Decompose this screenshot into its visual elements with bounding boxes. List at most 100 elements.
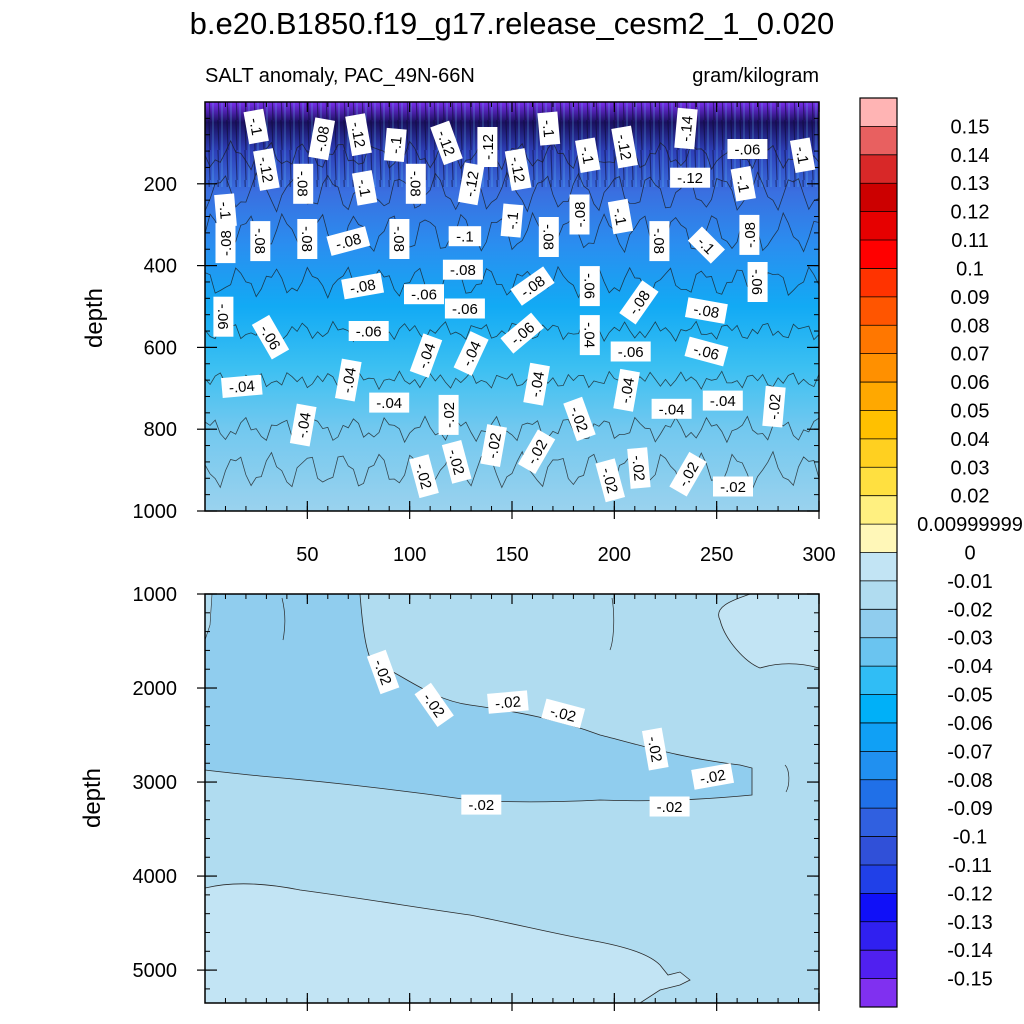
contour-label: -.06 [747,262,768,302]
colorbar-tick-label: 0.07 [951,344,990,366]
contour-label: -.1 [214,193,237,228]
svg-text:-.08: -.08 [349,276,377,297]
contour-label: -.06 [610,341,651,362]
contour-label: -.06 [579,266,600,307]
colorbar-swatch [860,751,897,781]
contour-label: -.08 [341,272,385,300]
contour-label: -.06 [213,296,234,337]
colorbar-tick-label: -0.09 [947,798,993,820]
colorbar-swatch [860,382,897,411]
contour-label: -.12 [670,167,711,188]
svg-text:-.06: -.06 [356,324,382,341]
svg-text:-.14: -.14 [677,115,696,142]
svg-text:-.02: -.02 [484,432,505,460]
colorbar-tick-label: -0.07 [947,741,993,763]
contour-label: -.06 [727,139,768,159]
svg-text:-.04: -.04 [659,401,685,418]
colorbar-swatch [860,779,897,809]
y-tick-label: 600 [144,337,177,359]
colorbar-swatch [860,722,897,752]
colorbar-swatch [860,353,897,383]
svg-text:-.1: -.1 [577,145,597,165]
contour-label: -.08 [308,117,336,161]
colorbar-tick-label: -0.1 [953,827,987,849]
colorbar-tick-label: 0.04 [951,429,990,451]
chart-title: b.e20.B1850.f19_g17.release_cesm2_1_0.02… [190,6,835,41]
contour-label: -.08 [649,221,670,262]
svg-text:-.08: -.08 [298,226,315,252]
y-tick-label: 1000 [133,501,178,523]
svg-text:-.04: -.04 [710,393,736,410]
contour-label: -.02 [438,394,459,435]
colorbar: 0.15 0.14 0.13 0.12 0.11 0.1 0.09 0.08 0.07 0.06 0… [859,97,1023,1008]
svg-text:-.02: -.02 [444,447,467,476]
colorbar-swatch [860,978,897,1008]
colorbar-tick-label: -0.14 [947,940,993,962]
svg-text:-.02: -.02 [494,694,521,713]
svg-text:-.04: -.04 [294,411,315,439]
colorbar-tick-label: 0.1 [956,258,984,280]
svg-text:-.06: -.06 [734,142,760,159]
contour-label: -.02 [713,476,753,497]
svg-text:-.08: -.08 [312,125,333,153]
colorbar-tick-label: -0.02 [947,599,993,621]
svg-text:-.1: -.1 [354,178,374,198]
contour-label: -.08 [538,217,559,257]
colorbar-swatch [860,438,897,468]
colorbar-swatch [860,864,897,894]
colorbar-tick-label: -0.13 [947,912,993,934]
svg-text:-.1: -.1 [732,174,752,194]
colorbar-tick-label: -0.11 [948,855,992,877]
svg-text:-.1: -.1 [245,117,265,137]
colorbar-swatch [860,98,897,127]
svg-text:-.02: -.02 [644,735,665,763]
colorbar-swatch [860,126,897,156]
contour-label: -.08 [389,219,410,259]
colorbar-tick-label: 0.05 [951,400,990,422]
lower-plot: 1000 2000 3000 4000 5000 -.02 -.02 -.02 -.02 -.0… [133,584,820,1011]
contour-label: -.12 [253,148,280,191]
contour-label: -.06 [444,298,485,319]
contour-label: -.08 [293,163,314,204]
colorbar-tick-label: -0.01 [947,571,993,593]
svg-text:-.04: -.04 [527,370,548,398]
contour-label: -.04 [289,403,317,447]
y-tick-label: 800 [144,419,177,441]
colorbar-tick-label: 0.08 [951,315,990,337]
svg-text:-.08: -.08 [450,262,476,279]
svg-text:-.1: -.1 [456,229,474,246]
contour-label: -.02 [441,439,472,484]
svg-text:-.02: -.02 [765,393,784,420]
colorbar-swatch [860,694,897,724]
lower-y-axis-label: depth [79,768,106,828]
colorbar-swatch [860,524,897,553]
contour-label: -.04 [369,392,410,413]
contour-label: -.04 [613,368,640,412]
colorbar-swatch [860,325,897,354]
svg-text:-.06: -.06 [214,304,231,330]
upper-y-axis-label: depth [81,288,108,348]
svg-text:-.04: -.04 [339,366,360,394]
contour-label: -.08 [405,163,426,204]
svg-text:-.12: -.12 [347,121,368,149]
svg-text:-.12: -.12 [255,155,276,183]
contour-label: -.1 [448,226,482,247]
svg-text:-.08: -.08 [539,224,556,250]
colorbar-swatch [860,183,897,212]
contour-label: -.1 [500,203,524,238]
contour-label: -.08 [326,226,371,256]
colorbar-swatch [860,580,897,610]
colorbar-tick-label: 0.14 [951,145,990,167]
svg-text:-.1: -.1 [215,201,233,220]
contour-label: -.1 [383,127,407,162]
contour-label: -.08 [215,223,236,264]
svg-text:-.08: -.08 [334,231,363,254]
svg-text:-.12: -.12 [613,133,634,161]
colorbar-swatch [860,410,897,440]
contour-label: -.08 [684,297,728,324]
x-tick-label: 150 [495,544,528,566]
contour-label: -.04 [334,358,362,402]
colorbar-tick-label: -0.04 [947,656,993,678]
contour-label: -.02 [762,385,786,428]
